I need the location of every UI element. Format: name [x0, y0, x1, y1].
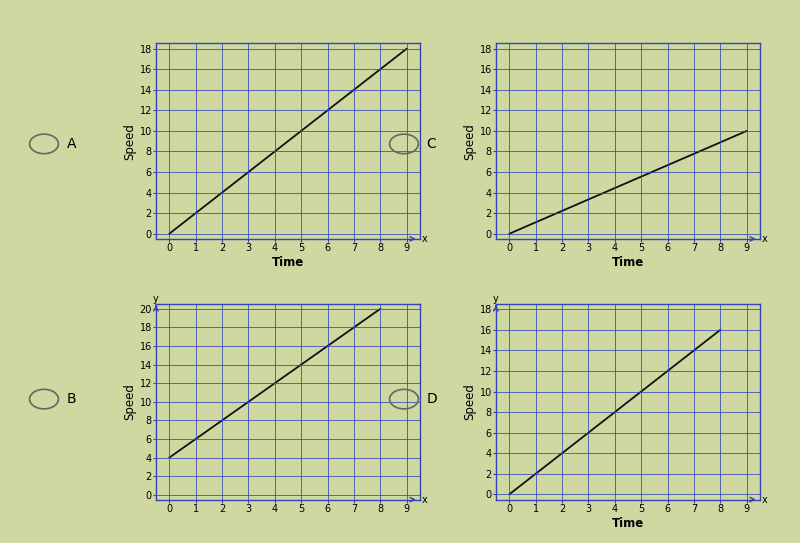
Y-axis label: Speed: Speed: [124, 123, 137, 160]
Text: D: D: [426, 392, 437, 406]
X-axis label: Time: Time: [612, 516, 644, 529]
Y-axis label: Speed: Speed: [464, 123, 477, 160]
Text: x: x: [422, 234, 427, 244]
Y-axis label: Speed: Speed: [124, 383, 137, 420]
X-axis label: Time: Time: [272, 256, 304, 269]
Text: y: y: [493, 294, 499, 304]
Text: B: B: [66, 392, 76, 406]
Text: C: C: [426, 137, 436, 151]
Y-axis label: Speed: Speed: [464, 383, 477, 420]
X-axis label: Time: Time: [612, 256, 644, 269]
Text: x: x: [422, 495, 427, 504]
Text: y: y: [153, 294, 159, 304]
Text: x: x: [762, 234, 767, 244]
Text: A: A: [66, 137, 76, 151]
Text: x: x: [762, 495, 767, 504]
